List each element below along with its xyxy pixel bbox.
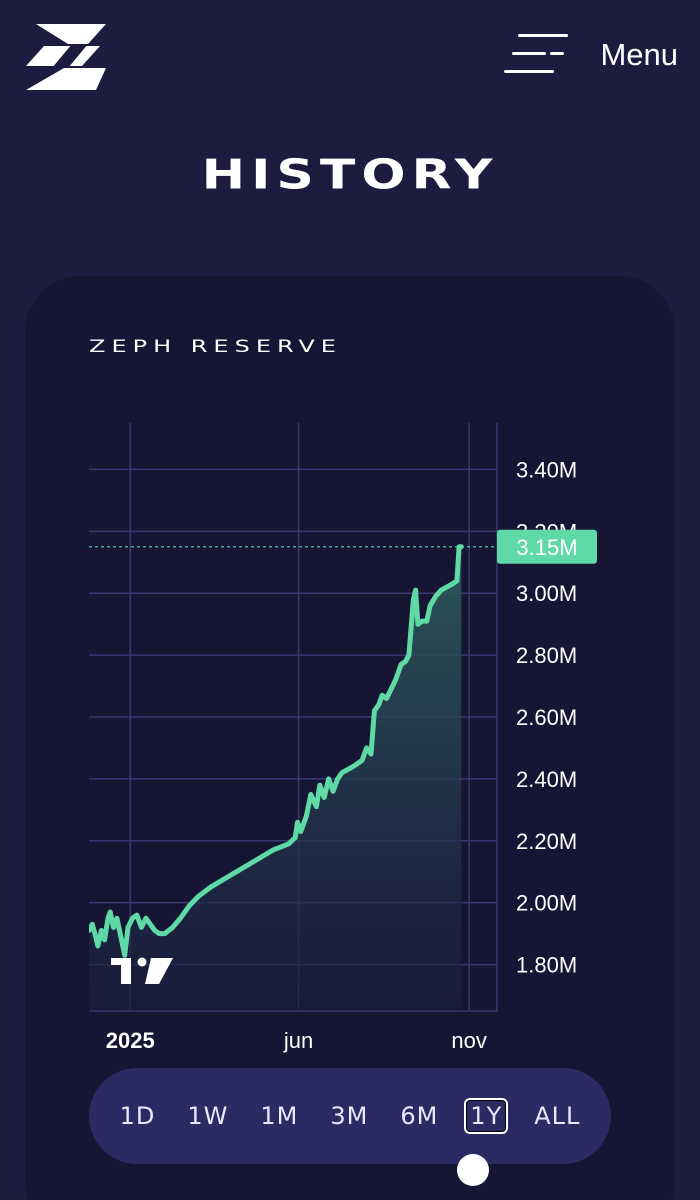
last-value-badge xyxy=(497,529,597,564)
reserve-card: ZEPH RESERVE 1.80M 2.00M 2.20M 2.40M 2.60M 2.… xyxy=(25,276,675,1200)
zeph-logo-icon[interactable] xyxy=(24,22,108,92)
range-option-1w[interactable]: 1W xyxy=(187,1102,229,1130)
x-tick-label: nov xyxy=(451,1028,486,1053)
tradingview-watermark-icon[interactable] xyxy=(111,957,173,985)
range-option-1y[interactable]: 1Y xyxy=(464,1098,509,1134)
x-tick-label: jun xyxy=(283,1028,313,1053)
range-option-1m[interactable]: 1M xyxy=(260,1102,299,1130)
series-area xyxy=(89,546,462,1011)
y-tick-label: 3.00M xyxy=(516,581,577,606)
card-title: ZEPH RESERVE xyxy=(89,336,342,357)
range-option-3m[interactable]: 3M xyxy=(330,1102,369,1130)
scroll-indicator[interactable] xyxy=(457,1154,489,1186)
y-tick-label: 2.20M xyxy=(516,829,577,854)
y-tick-label: 2.40M xyxy=(516,767,577,792)
menu-label: Menu xyxy=(600,37,678,72)
chart-area-layer xyxy=(89,544,464,1011)
y-tick-label: 3.40M xyxy=(516,457,577,482)
range-selector: 1D 1W 1M 3M 6M 1Y ALL xyxy=(89,1068,611,1164)
x-tick-label: 2025 xyxy=(106,1028,155,1053)
chart-axes xyxy=(89,423,498,1012)
y-tick-label: 1.80M xyxy=(516,953,577,978)
series-line xyxy=(89,544,464,958)
reserve-chart[interactable]: 1.80M2.00M2.20M2.40M2.60M2.80M3.00M3.20M… xyxy=(25,276,675,1066)
menu-button[interactable]: Menu xyxy=(504,30,678,80)
range-option-6m[interactable]: 6M xyxy=(400,1102,439,1130)
hamburger-menu-icon xyxy=(504,34,569,73)
y-tick-label: 2.60M xyxy=(516,705,577,730)
page-title: HISTORY xyxy=(201,152,499,199)
range-option-all[interactable]: ALL xyxy=(534,1102,581,1130)
y-tick-label: 2.80M xyxy=(516,643,577,668)
chart-labels: 1.80M2.00M2.20M2.40M2.60M2.80M3.00M3.20M… xyxy=(89,457,597,1053)
y-tick-label: 2.00M xyxy=(516,891,577,916)
range-option-1d[interactable]: 1D xyxy=(119,1102,156,1130)
last-value-label: 3.15M xyxy=(516,535,577,560)
